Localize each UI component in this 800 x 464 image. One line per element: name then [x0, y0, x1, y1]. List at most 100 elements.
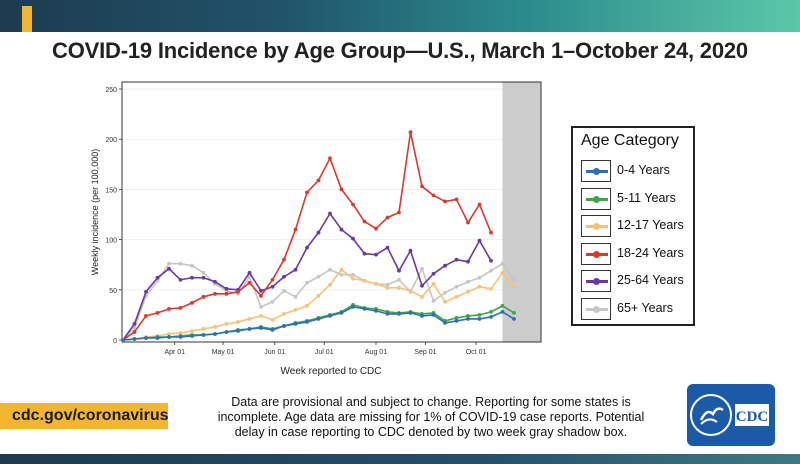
legend-label: 12-17 Years [617, 218, 684, 232]
data-point [385, 285, 390, 290]
data-point [247, 270, 252, 275]
reporting-delay-shadow-box [502, 82, 541, 342]
y-tick-label: 50 [109, 288, 117, 295]
data-point [362, 306, 367, 311]
data-point [236, 289, 240, 294]
data-point [466, 220, 470, 225]
data-point [454, 316, 459, 320]
data-point [477, 284, 482, 289]
data-point [512, 317, 516, 321]
y-tick-label: 100 [105, 238, 117, 245]
data-point [282, 257, 286, 262]
header-accent [22, 6, 32, 32]
data-point [374, 308, 378, 313]
series-0-4-years [121, 304, 516, 342]
data-point [121, 338, 125, 342]
y-axis: 0 50 100 150 200 250 [105, 87, 122, 345]
data-point [305, 245, 309, 250]
data-point [397, 268, 401, 273]
data-point [328, 211, 332, 216]
data-point [282, 288, 286, 293]
data-point [420, 314, 424, 318]
data-point [259, 326, 263, 330]
data-point [259, 314, 263, 318]
data-point [374, 226, 378, 231]
data-point [431, 313, 436, 317]
data-point [351, 304, 355, 309]
footnote-line: incomplete. Age data are missing for 1% … [217, 410, 645, 424]
data-point [466, 314, 470, 318]
data-point [397, 311, 401, 316]
data-point [339, 310, 344, 315]
legend-swatch-dot [593, 223, 600, 230]
data-point [236, 320, 240, 324]
data-point [155, 336, 160, 340]
data-point [489, 268, 493, 273]
data-point [385, 215, 390, 220]
page-title: COVID-19 Incidence by Age Group—U.S., Ma… [52, 38, 748, 63]
data-point [431, 271, 436, 276]
data-point [167, 332, 171, 336]
data-point [408, 130, 413, 135]
data-point [443, 263, 447, 268]
legend-swatch-dot [593, 250, 600, 258]
data-point [305, 190, 309, 195]
data-point [293, 267, 298, 272]
cdc-url-badge[interactable]: cdc.gov/coronavirus [0, 403, 169, 429]
data-point [420, 283, 424, 288]
data-point [477, 313, 482, 317]
data-point [420, 184, 424, 189]
data-point [339, 227, 344, 232]
data-point [385, 245, 390, 250]
data-point [443, 299, 447, 304]
data-point [351, 276, 355, 281]
y-tick-label: 0 [113, 338, 117, 345]
x-tick-label: May 01 [212, 349, 235, 356]
data-point [339, 267, 344, 272]
legend-swatch-dot [593, 195, 600, 203]
data-point [420, 266, 424, 271]
data-point [305, 320, 309, 324]
legend-label: 18-24 Years [617, 245, 684, 260]
legend: Age Category 0-4 Years 5-11 Years 12-17 Ye… [571, 126, 695, 326]
data-point [489, 286, 493, 291]
legend-title: Age Category [581, 132, 679, 149]
data-point [512, 310, 516, 315]
data-point [328, 156, 332, 161]
data-point [259, 304, 263, 309]
data-point [454, 319, 459, 323]
data-point [397, 277, 401, 282]
y-tick-label: 150 [105, 187, 117, 194]
data-point [512, 278, 516, 283]
data-point [328, 314, 332, 318]
data-point [500, 270, 505, 275]
data-point [443, 290, 447, 295]
data-point [201, 294, 206, 299]
data-point [247, 280, 252, 285]
data-point [477, 238, 482, 243]
data-point [178, 261, 183, 266]
data-point [454, 257, 459, 262]
x-tick-label: Sep 01 [414, 349, 436, 356]
x-tick-label: Jun 01 [264, 349, 285, 356]
data-point [489, 315, 493, 319]
legend-key [581, 297, 611, 320]
data-point [477, 317, 482, 321]
data-point [500, 261, 505, 266]
data-point [144, 336, 148, 340]
incidence-line-chart: 0 50 100 150 200 250 Apr 01 May 01 Jun 01 Jul 01… [90, 81, 542, 377]
data-point [270, 277, 275, 282]
data-point [201, 327, 206, 331]
data-point [512, 284, 516, 289]
data-point [316, 293, 321, 298]
data-point [305, 280, 309, 285]
plot-border [121, 81, 542, 343]
data-point [282, 324, 286, 328]
legend-item: 5-11 Years [581, 187, 693, 210]
data-point [293, 307, 298, 312]
data-point [167, 266, 171, 271]
data-point [477, 275, 482, 280]
footnote: Data are provisional and subject to chan… [196, 395, 666, 440]
data-point [500, 303, 505, 308]
x-axis: Apr 01 May 01 Jun 01 Jul 01 Aug 01 Sep 01 Oct … [164, 342, 486, 356]
